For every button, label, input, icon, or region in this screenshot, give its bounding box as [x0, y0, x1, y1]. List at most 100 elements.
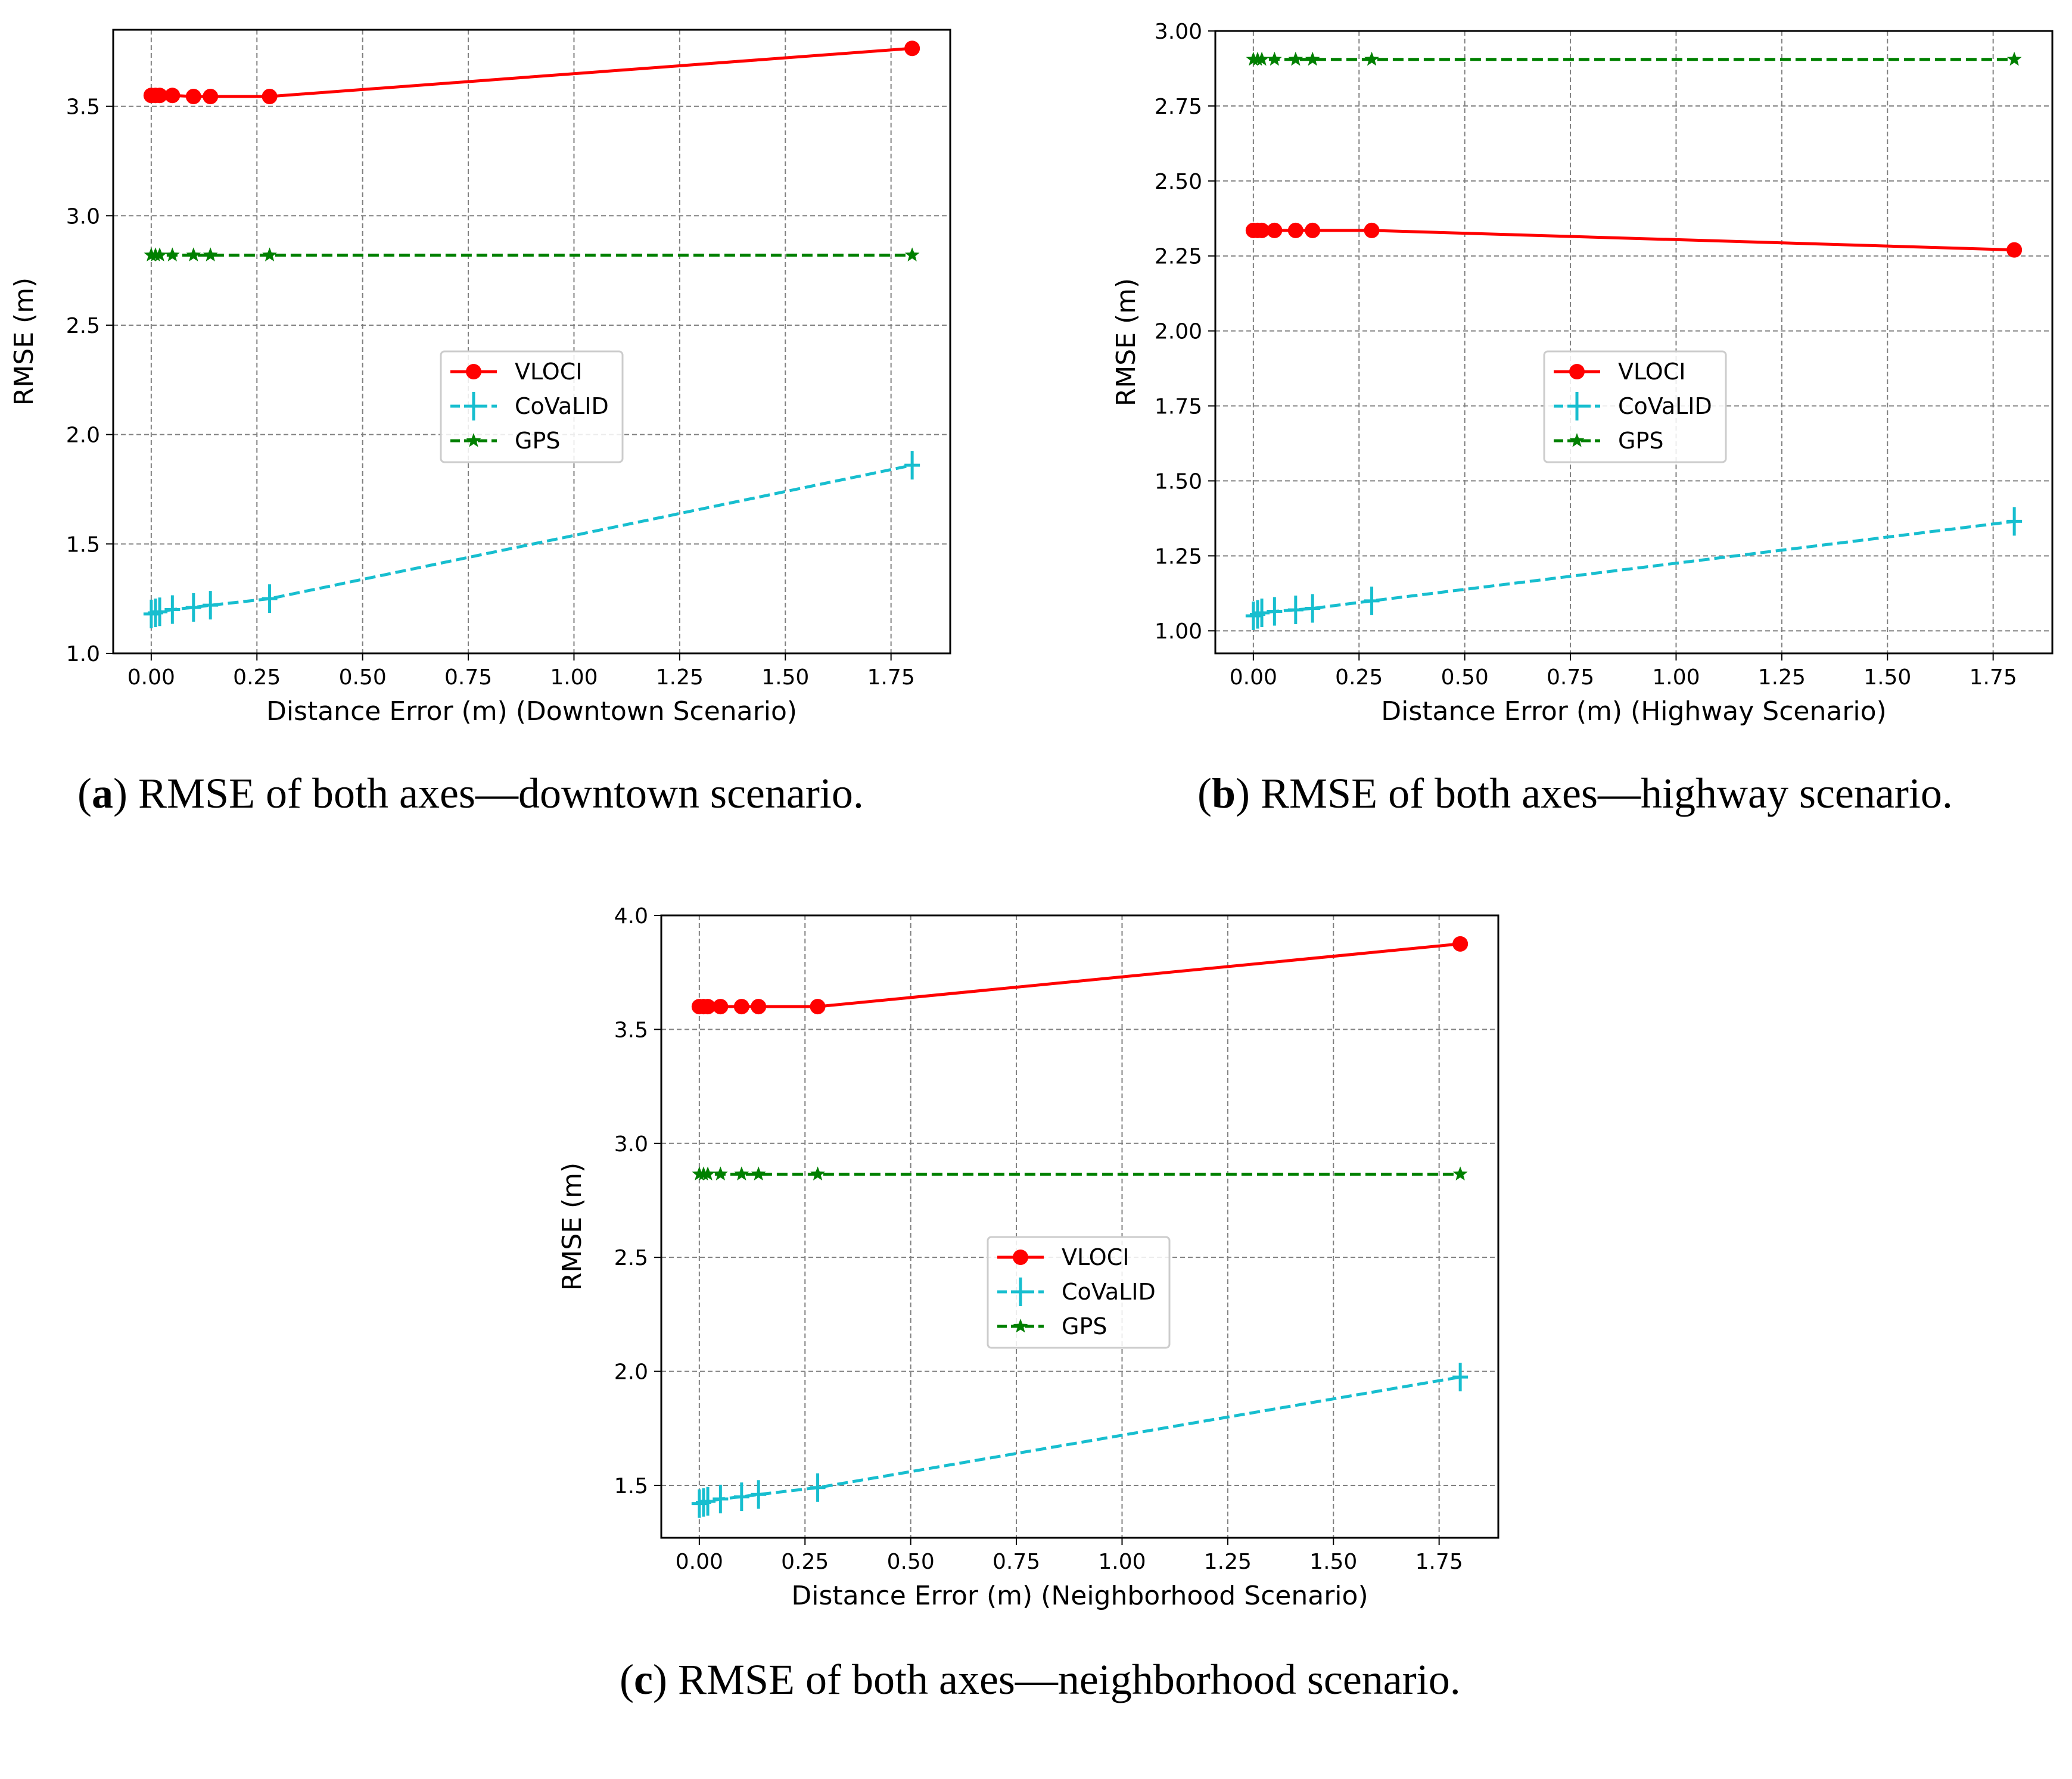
- legend-label-covalid: CoVaLID: [1062, 1279, 1156, 1305]
- plot-frame: [660, 914, 1499, 1539]
- caption-c-label: c: [633, 1656, 653, 1703]
- data-point-vloci: [262, 89, 278, 105]
- legend: VLOCI CoVaLID GPS: [987, 1236, 1171, 1349]
- y-tick-label: 1.00: [1155, 619, 1202, 644]
- plot-frame: [1214, 30, 2054, 655]
- data-point-vloci: [203, 89, 219, 105]
- caption-c-text: RMSE of both axes—neighborhood scenario.: [677, 1656, 1461, 1703]
- series-line-vloci: [151, 46, 913, 98]
- legend-marker-vloci: [1013, 1250, 1028, 1265]
- y-tick-label: 3.0: [66, 204, 100, 229]
- x-tick-label: 1.25: [656, 665, 704, 690]
- y-tick-label: 3.5: [614, 1018, 648, 1042]
- data-point-gps: [751, 1166, 766, 1180]
- legend-marker-covalid: [466, 392, 481, 420]
- data-point-covalid: [2006, 507, 2023, 536]
- data-point-covalid: [713, 1484, 729, 1513]
- data-point-vloci: [1305, 222, 1321, 238]
- x-tick-label: 1.50: [761, 665, 809, 690]
- data-point-vloci: [2006, 242, 2023, 258]
- data-point-covalid: [262, 584, 278, 613]
- data-point-vloci: [713, 999, 729, 1015]
- x-tick-label: 0.50: [1441, 665, 1489, 690]
- data-point-vloci: [152, 88, 168, 104]
- caption-b-label: b: [1211, 769, 1236, 817]
- x-tick-label: 0.50: [887, 1550, 935, 1574]
- data-point-vloci: [1364, 222, 1380, 238]
- data-point-gps: [810, 1166, 825, 1180]
- y-tick-label: 2.5: [614, 1246, 648, 1270]
- legend-marker-gps: [1569, 433, 1585, 447]
- caption-b-text: RMSE of both axes—highway scenario.: [1261, 769, 1953, 817]
- data-point-covalid: [164, 595, 181, 624]
- legend-box: [440, 350, 624, 463]
- data-point-gps: [2006, 51, 2022, 66]
- data-point-gps: [1305, 51, 1320, 66]
- y-tick-label: 2.5: [66, 314, 100, 338]
- data-point-gps: [165, 247, 180, 261]
- data-point-vloci: [1254, 222, 1270, 238]
- x-tick-label: 1.25: [1204, 1550, 1252, 1574]
- data-point-vloci: [164, 88, 181, 104]
- series-line-covalid: [699, 1375, 1461, 1506]
- legend-box: [987, 1236, 1171, 1349]
- legend-marker-vloci: [466, 364, 481, 379]
- legend: VLOCI CoVaLID GPS: [1543, 350, 1727, 463]
- y-tick-label: 1.25: [1155, 544, 1202, 569]
- y-tick-label: 3.5: [66, 95, 100, 120]
- y-axis-label: RMSE (m): [557, 1163, 587, 1291]
- data-point-vloci: [1287, 222, 1303, 238]
- data-point-gps: [713, 1166, 728, 1180]
- x-tick-label: 1.75: [1415, 1550, 1463, 1574]
- legend-marker-covalid: [1013, 1278, 1028, 1306]
- legend-label-covalid: CoVaLID: [515, 393, 609, 419]
- caption-c: (c) RMSE of both axes—neighborhood scena…: [620, 1656, 1461, 1703]
- x-tick-label: 0.00: [127, 665, 175, 690]
- plot-frame: [112, 29, 951, 655]
- x-tick-label: 1.50: [1863, 665, 1911, 690]
- legend-marker-gps: [1013, 1319, 1028, 1333]
- data-point-gps: [1364, 51, 1379, 66]
- data-point-covalid: [700, 1487, 716, 1516]
- legend-label-gps: GPS: [1618, 428, 1663, 454]
- data-point-vloci: [1452, 936, 1469, 952]
- data-point-gps: [186, 247, 201, 261]
- x-tick-label: 0.25: [233, 665, 281, 690]
- data-point-covalid: [185, 593, 201, 622]
- y-tick-label: 3.0: [614, 1132, 648, 1157]
- y-tick-label: 1.5: [614, 1474, 648, 1498]
- x-tick-label: 0.00: [1230, 665, 1277, 690]
- data-point-gps: [152, 247, 167, 261]
- y-tick-label: 2.50: [1155, 170, 1202, 194]
- y-tick-label: 2.00: [1155, 320, 1202, 344]
- x-tick-label: 1.25: [1758, 665, 1806, 690]
- x-tick-label: 0.25: [781, 1550, 829, 1574]
- y-axis-label: RMSE (m): [9, 278, 39, 406]
- y-tick-label: 3.00: [1155, 20, 1202, 44]
- x-axis-label: Distance Error (m) (Neighborhood Scenari…: [791, 1581, 1368, 1611]
- x-tick-label: 1.50: [1309, 1550, 1357, 1574]
- data-point-gps: [1267, 51, 1282, 66]
- caption-a-text: RMSE of both axes—downtown scenario.: [138, 769, 864, 817]
- y-tick-label: 2.25: [1155, 245, 1202, 269]
- legend-label-vloci: VLOCI: [1618, 359, 1685, 385]
- data-point-covalid: [203, 591, 219, 620]
- data-point-gps: [1254, 51, 1270, 66]
- x-tick-label: 0.50: [339, 665, 387, 690]
- data-point-gps: [904, 247, 920, 261]
- x-tick-label: 1.75: [867, 665, 915, 690]
- data-point-vloci: [1267, 222, 1283, 238]
- data-point-vloci: [700, 999, 716, 1015]
- series-line-vloci: [699, 942, 1461, 1008]
- legend: VLOCI CoVaLID GPS: [440, 350, 624, 463]
- legend-marker-covalid: [1569, 392, 1585, 420]
- y-tick-label: 2.75: [1155, 95, 1202, 119]
- data-point-vloci: [733, 999, 749, 1015]
- x-axis-label: Distance Error (m) (Downtown Scenario): [266, 696, 797, 727]
- x-tick-label: 0.75: [993, 1550, 1040, 1574]
- x-tick-label: 0.00: [676, 1550, 723, 1574]
- y-tick-label: 1.0: [66, 642, 100, 666]
- legend-label-vloci: VLOCI: [1062, 1244, 1129, 1270]
- x-tick-label: 0.25: [1335, 665, 1383, 690]
- legend-label-gps: GPS: [1062, 1313, 1107, 1339]
